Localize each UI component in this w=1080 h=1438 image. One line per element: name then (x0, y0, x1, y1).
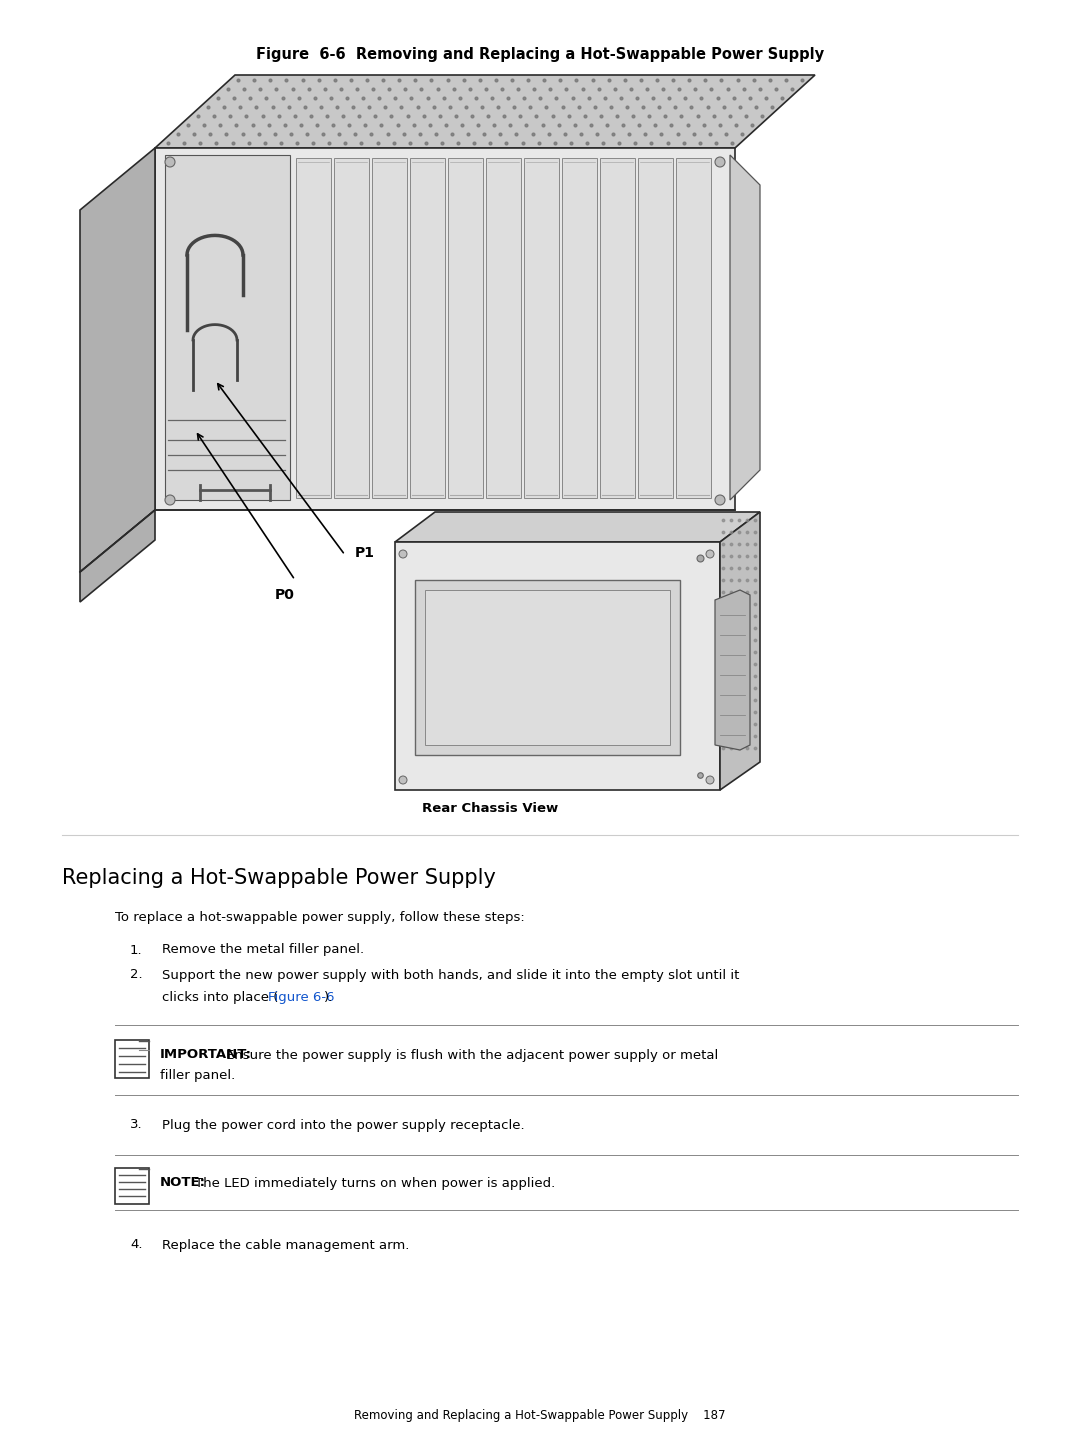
Text: Plug the power cord into the power supply receptacle.: Plug the power cord into the power suppl… (162, 1119, 525, 1132)
Polygon shape (730, 155, 760, 500)
Text: P0: P0 (275, 588, 295, 603)
Polygon shape (334, 158, 369, 498)
Polygon shape (395, 512, 760, 542)
Text: 1.: 1. (130, 943, 143, 956)
Circle shape (165, 157, 175, 167)
Text: Removing and Replacing a Hot-Swappable Power Supply    187: Removing and Replacing a Hot-Swappable P… (354, 1408, 726, 1422)
Polygon shape (156, 148, 735, 510)
Polygon shape (638, 158, 673, 498)
Polygon shape (415, 580, 680, 755)
Polygon shape (600, 158, 635, 498)
Text: Replacing a Hot-Swappable Power Supply: Replacing a Hot-Swappable Power Supply (62, 869, 496, 889)
Circle shape (399, 549, 407, 558)
Text: 2.: 2. (130, 969, 143, 982)
Polygon shape (720, 512, 760, 789)
Text: Rear Chassis View: Rear Chassis View (422, 801, 558, 814)
Circle shape (715, 495, 725, 505)
Polygon shape (395, 542, 720, 789)
Circle shape (706, 777, 714, 784)
Text: clicks into place (: clicks into place ( (162, 991, 279, 1004)
Polygon shape (80, 510, 156, 603)
Polygon shape (524, 158, 559, 498)
Circle shape (165, 495, 175, 505)
Text: Figure 6-6: Figure 6-6 (269, 991, 335, 1004)
Text: P1: P1 (355, 546, 375, 559)
Text: Support the new power supply with both hands, and slide it into the empty slot u: Support the new power supply with both h… (162, 969, 740, 982)
Polygon shape (486, 158, 521, 498)
Polygon shape (80, 148, 156, 572)
Text: 3.: 3. (130, 1119, 143, 1132)
Polygon shape (426, 590, 670, 745)
Text: ).: ). (324, 991, 334, 1004)
Text: Remove the metal filler panel.: Remove the metal filler panel. (162, 943, 364, 956)
FancyBboxPatch shape (114, 1040, 149, 1078)
Circle shape (399, 777, 407, 784)
Text: Figure  6-6  Removing and Replacing a Hot-Swappable Power Supply: Figure 6-6 Removing and Replacing a Hot-… (256, 47, 824, 62)
FancyBboxPatch shape (114, 1168, 149, 1204)
Polygon shape (562, 158, 597, 498)
Polygon shape (296, 158, 330, 498)
Polygon shape (410, 158, 445, 498)
Polygon shape (448, 158, 483, 498)
Text: filler panel.: filler panel. (160, 1068, 235, 1081)
Text: Replace the cable management arm.: Replace the cable management arm. (162, 1238, 409, 1251)
Text: 4.: 4. (130, 1238, 143, 1251)
Text: IMPORTANT:: IMPORTANT: (160, 1048, 252, 1061)
Polygon shape (715, 590, 750, 751)
Polygon shape (165, 155, 291, 500)
Circle shape (706, 549, 714, 558)
Polygon shape (676, 158, 711, 498)
Text: NOTE:: NOTE: (160, 1176, 206, 1189)
Polygon shape (156, 75, 815, 148)
Text: The LED immediately turns on when power is applied.: The LED immediately turns on when power … (195, 1176, 555, 1189)
Polygon shape (372, 158, 407, 498)
Circle shape (715, 157, 725, 167)
Text: To replace a hot-swappable power supply, follow these steps:: To replace a hot-swappable power supply,… (114, 912, 525, 925)
Text: Ensure the power supply is flush with the adjacent power supply or metal: Ensure the power supply is flush with th… (226, 1048, 718, 1061)
